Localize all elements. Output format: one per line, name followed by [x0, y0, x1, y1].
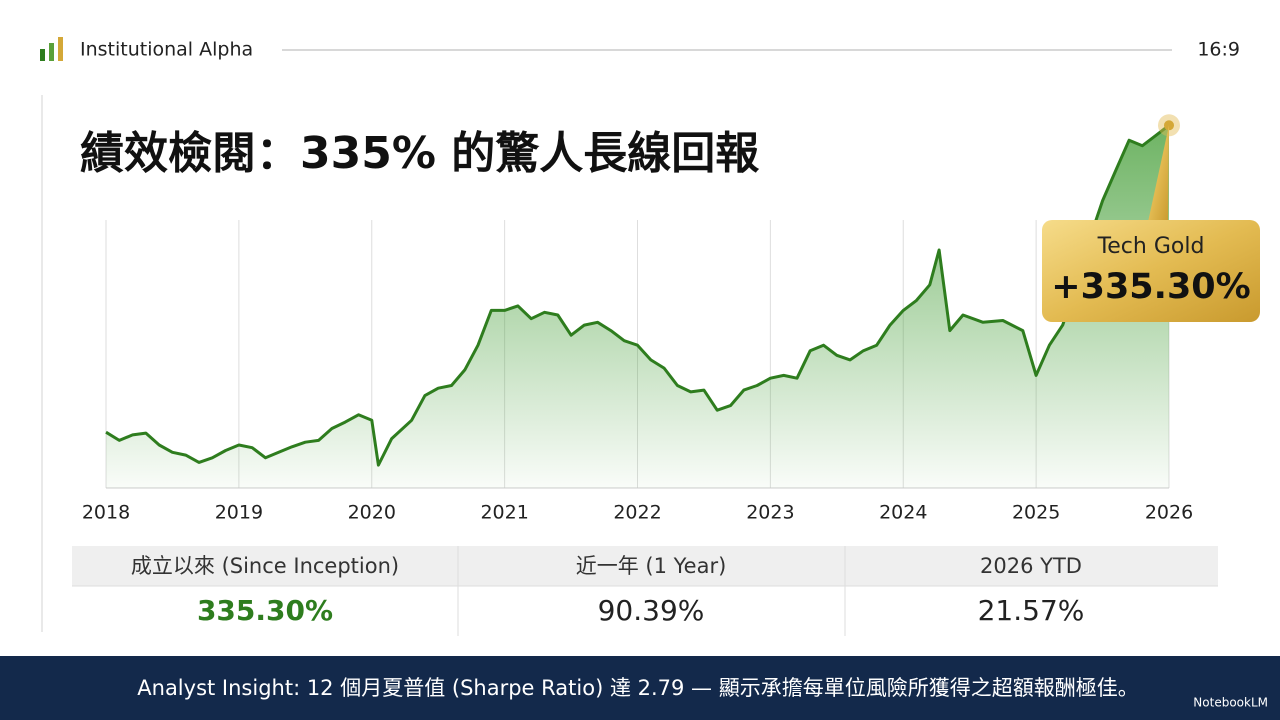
x-tick-label: 2018 — [82, 502, 130, 524]
logo-bar — [49, 43, 54, 61]
table-value: 90.39% — [598, 594, 705, 627]
table-header-bg — [72, 546, 1218, 586]
x-tick-label: 2020 — [348, 502, 396, 524]
table-header: 近一年 (1 Year) — [576, 554, 727, 578]
x-tick-label: 2026 — [1145, 502, 1193, 524]
table-header: 成立以來 (Since Inception) — [131, 554, 399, 578]
brand: Institutional Alpha — [80, 39, 253, 61]
x-tick-label: 2021 — [480, 502, 528, 524]
table-value: 335.30% — [197, 594, 333, 627]
footer-bar — [0, 656, 1280, 720]
x-tick-label: 2019 — [215, 502, 263, 524]
table-value: 21.57% — [978, 594, 1085, 627]
table-header: 2026 YTD — [980, 554, 1082, 578]
x-tick-label: 2024 — [879, 502, 927, 524]
callout-value: +335.30% — [1051, 267, 1250, 307]
x-tick-label: 2025 — [1012, 502, 1060, 524]
ratio: 16:9 — [1197, 39, 1240, 61]
chart-title: 績效檢閱：335% 的驚人長線回報 — [80, 128, 759, 179]
area — [106, 125, 1169, 489]
logo-bar — [58, 37, 63, 61]
x-tick-label: 2023 — [746, 502, 794, 524]
x-tick-label: 2022 — [613, 502, 661, 524]
callout-pointer — [1148, 125, 1169, 222]
callout — [1042, 220, 1260, 322]
footer-brand: NotebookLM — [1193, 696, 1268, 710]
plot: 2018 2019 2020 2021 2022 2023 2024 2025 2026 Tech… — [82, 114, 1260, 524]
logo-bar — [40, 49, 45, 61]
line — [105, 124, 1170, 467]
callout-name: Tech Gold — [1097, 234, 1205, 259]
insight: Analyst Insight: 12 個月夏普值 (Sharpe Ratio)… — [137, 676, 1138, 700]
